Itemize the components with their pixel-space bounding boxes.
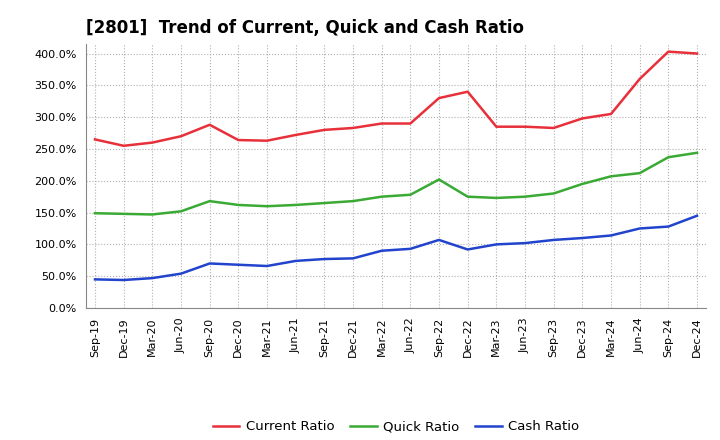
Quick Ratio — [635, 170, 644, 176]
Current Ratio — [263, 138, 271, 143]
Current Ratio — [406, 121, 415, 126]
Quick Ratio — [435, 177, 444, 182]
Quick Ratio — [320, 200, 328, 205]
Current Ratio — [464, 89, 472, 94]
Quick Ratio — [205, 198, 214, 204]
Cash Ratio — [91, 277, 99, 282]
Quick Ratio — [578, 181, 587, 187]
Line: Current Ratio: Current Ratio — [95, 51, 697, 146]
Quick Ratio — [234, 202, 243, 208]
Current Ratio — [693, 51, 701, 56]
Quick Ratio — [521, 194, 529, 199]
Quick Ratio — [607, 174, 616, 179]
Cash Ratio — [148, 275, 157, 281]
Quick Ratio — [664, 154, 672, 160]
Current Ratio — [148, 140, 157, 145]
Cash Ratio — [664, 224, 672, 229]
Cash Ratio — [348, 256, 357, 261]
Quick Ratio — [120, 211, 128, 216]
Cash Ratio — [320, 257, 328, 262]
Quick Ratio — [148, 212, 157, 217]
Cash Ratio — [435, 237, 444, 242]
Current Ratio — [664, 49, 672, 54]
Current Ratio — [320, 127, 328, 132]
Current Ratio — [348, 125, 357, 131]
Quick Ratio — [549, 191, 558, 196]
Quick Ratio — [492, 195, 500, 201]
Cash Ratio — [521, 241, 529, 246]
Quick Ratio — [263, 204, 271, 209]
Cash Ratio — [635, 226, 644, 231]
Current Ratio — [635, 77, 644, 82]
Cash Ratio — [377, 248, 386, 253]
Line: Cash Ratio: Cash Ratio — [95, 216, 697, 280]
Current Ratio — [492, 124, 500, 129]
Current Ratio — [91, 137, 99, 142]
Cash Ratio — [693, 213, 701, 218]
Current Ratio — [377, 121, 386, 126]
Quick Ratio — [348, 198, 357, 204]
Quick Ratio — [91, 211, 99, 216]
Current Ratio — [234, 137, 243, 143]
Cash Ratio — [607, 233, 616, 238]
Text: [2801]  Trend of Current, Quick and Cash Ratio: [2801] Trend of Current, Quick and Cash … — [86, 19, 524, 37]
Current Ratio — [521, 124, 529, 129]
Quick Ratio — [406, 192, 415, 198]
Quick Ratio — [464, 194, 472, 199]
Current Ratio — [607, 111, 616, 117]
Cash Ratio — [492, 242, 500, 247]
Quick Ratio — [176, 209, 185, 214]
Current Ratio — [120, 143, 128, 148]
Cash Ratio — [549, 237, 558, 242]
Cash Ratio — [406, 246, 415, 252]
Cash Ratio — [578, 235, 587, 241]
Legend: Current Ratio, Quick Ratio, Cash Ratio: Current Ratio, Quick Ratio, Cash Ratio — [207, 415, 585, 439]
Current Ratio — [549, 125, 558, 131]
Current Ratio — [292, 132, 300, 138]
Cash Ratio — [176, 271, 185, 276]
Quick Ratio — [377, 194, 386, 199]
Current Ratio — [578, 116, 587, 121]
Current Ratio — [435, 95, 444, 101]
Current Ratio — [176, 134, 185, 139]
Cash Ratio — [464, 247, 472, 252]
Cash Ratio — [120, 277, 128, 282]
Current Ratio — [205, 122, 214, 128]
Quick Ratio — [292, 202, 300, 208]
Cash Ratio — [292, 258, 300, 264]
Line: Quick Ratio: Quick Ratio — [95, 153, 697, 214]
Cash Ratio — [234, 262, 243, 268]
Cash Ratio — [263, 264, 271, 269]
Cash Ratio — [205, 261, 214, 266]
Quick Ratio — [693, 150, 701, 155]
